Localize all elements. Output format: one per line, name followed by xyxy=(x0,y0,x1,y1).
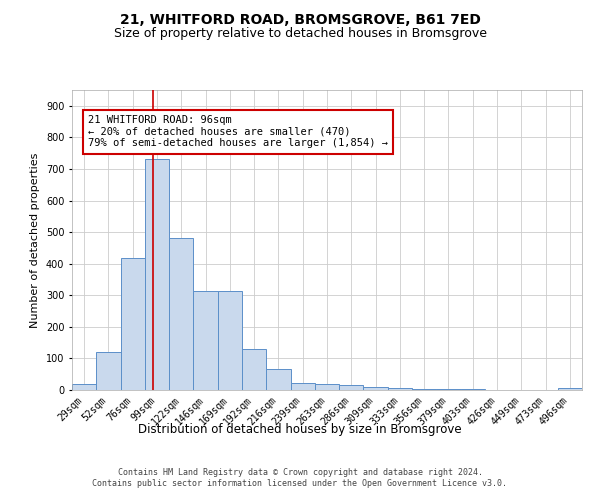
Bar xyxy=(461,389,485,390)
Bar xyxy=(436,388,461,390)
Y-axis label: Number of detached properties: Number of detached properties xyxy=(31,152,40,328)
Text: Distribution of detached houses by size in Bromsgrove: Distribution of detached houses by size … xyxy=(138,422,462,436)
Bar xyxy=(121,258,145,390)
Bar xyxy=(145,160,169,390)
Bar xyxy=(96,352,121,390)
Bar xyxy=(266,370,290,390)
Bar xyxy=(558,388,582,390)
Bar xyxy=(339,384,364,390)
Bar xyxy=(72,384,96,390)
Text: Contains HM Land Registry data © Crown copyright and database right 2024.
Contai: Contains HM Land Registry data © Crown c… xyxy=(92,468,508,487)
Text: 21 WHITFORD ROAD: 96sqm
← 20% of detached houses are smaller (470)
79% of semi-d: 21 WHITFORD ROAD: 96sqm ← 20% of detache… xyxy=(88,116,388,148)
Bar xyxy=(290,383,315,390)
Bar xyxy=(242,349,266,390)
Bar xyxy=(364,387,388,390)
Bar xyxy=(218,290,242,390)
Bar xyxy=(169,238,193,390)
Text: Size of property relative to detached houses in Bromsgrove: Size of property relative to detached ho… xyxy=(113,28,487,40)
Bar xyxy=(315,384,339,390)
Bar xyxy=(412,388,436,390)
Bar xyxy=(388,388,412,390)
Bar xyxy=(193,290,218,390)
Text: 21, WHITFORD ROAD, BROMSGROVE, B61 7ED: 21, WHITFORD ROAD, BROMSGROVE, B61 7ED xyxy=(119,12,481,26)
